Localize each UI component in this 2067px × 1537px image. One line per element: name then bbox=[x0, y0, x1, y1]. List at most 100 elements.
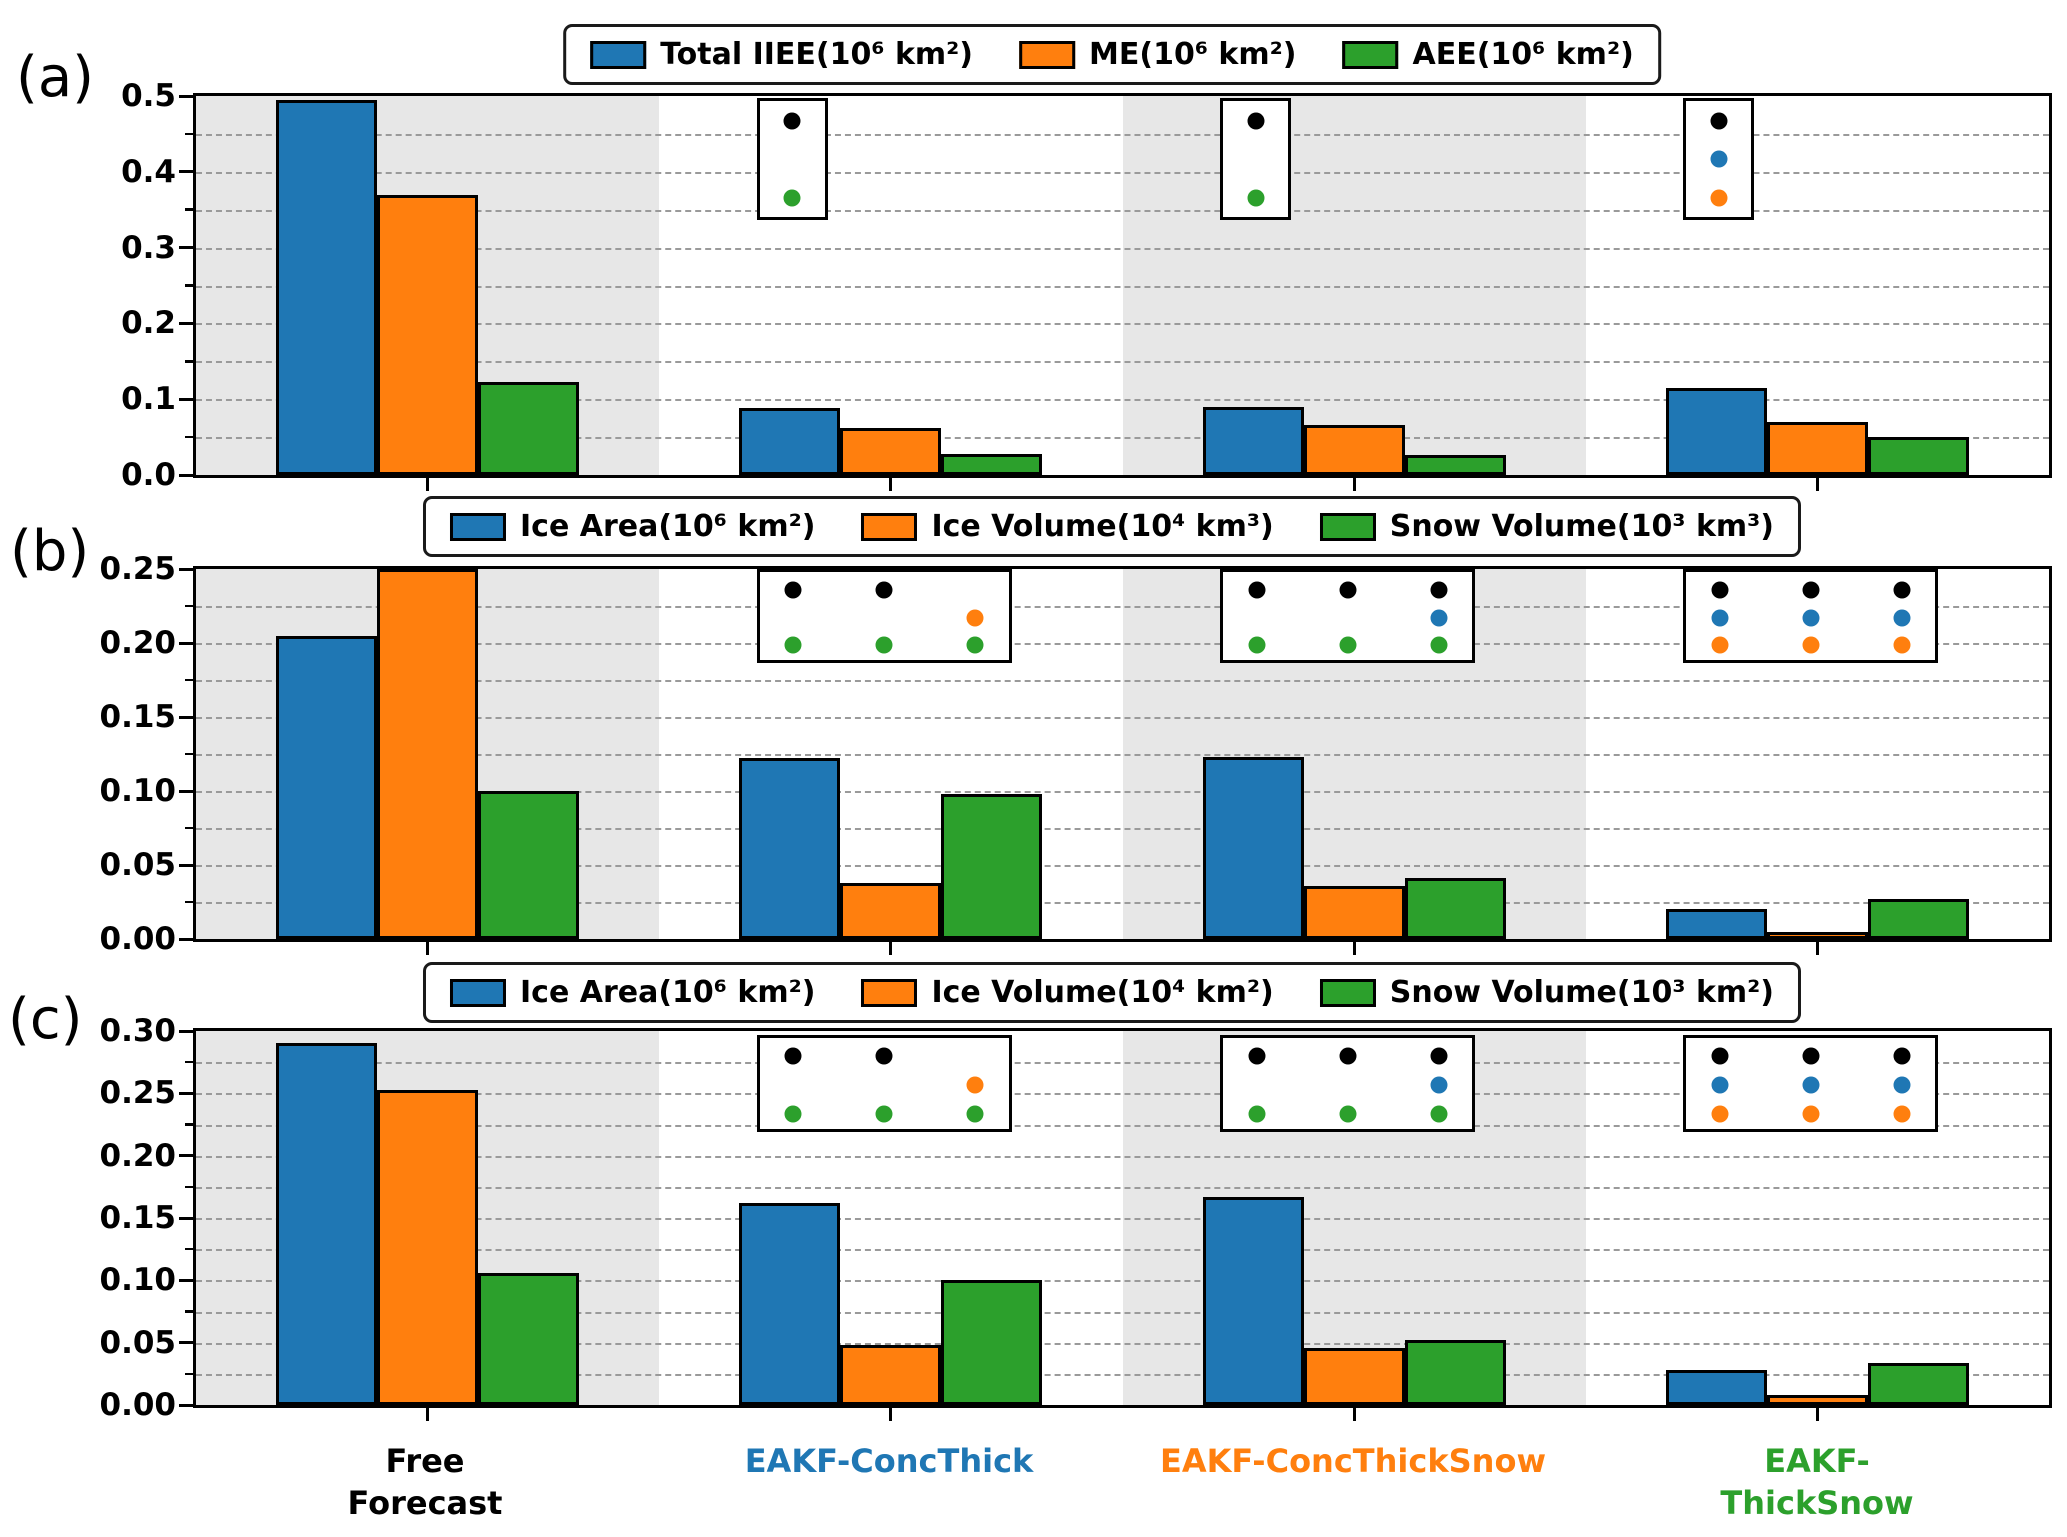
gridline bbox=[196, 828, 2049, 830]
x-label-eakf-concthick: EAKF-ConcThick bbox=[744, 1442, 1034, 1480]
orange-significance-dot bbox=[1802, 636, 1820, 654]
blue-significance-dot bbox=[1711, 609, 1729, 627]
legend-entry: AEE(10⁶ km²) bbox=[1342, 37, 1634, 72]
gridline bbox=[196, 1373, 2049, 1376]
x-tick bbox=[889, 942, 893, 955]
orange-significance-dot bbox=[1711, 1105, 1729, 1123]
gridline bbox=[196, 791, 2049, 793]
legend-swatch bbox=[590, 40, 647, 69]
gridline bbox=[196, 247, 2049, 250]
green-significance-dot bbox=[783, 189, 801, 207]
legend-panel-b: Ice Area(10⁶ km²) Ice Volume(10⁴ km³) Snow… bbox=[422, 496, 1802, 557]
y-tick-label: 0.2 bbox=[121, 305, 176, 342]
panel-letter-a: (a) bbox=[16, 45, 95, 110]
x-tick bbox=[1352, 1408, 1356, 1421]
y-minor-tick bbox=[185, 1185, 193, 1189]
y-major-tick bbox=[179, 246, 193, 250]
legend-entry: Total IIEE(10⁶ km²) bbox=[590, 37, 973, 72]
black-significance-dot bbox=[783, 112, 801, 130]
gridline bbox=[196, 209, 2049, 212]
x-tick bbox=[426, 942, 430, 955]
bar-free-forecast-1 bbox=[377, 1089, 479, 1405]
black-significance-dot bbox=[1893, 1047, 1911, 1065]
y-tick-label: 0.20 bbox=[99, 625, 177, 661]
gridline bbox=[196, 1093, 2049, 1096]
legend-entry: ME(10⁶ km²) bbox=[1019, 37, 1296, 72]
y-minor-tick bbox=[185, 360, 193, 363]
legend-panel-c: Ice Area(10⁶ km²) Ice Volume(10⁴ km²) Snow… bbox=[422, 962, 1802, 1023]
legend-swatch bbox=[1342, 40, 1399, 69]
legend-swatch bbox=[1019, 40, 1076, 69]
legend-label: Ice Volume(10⁴ km²) bbox=[931, 975, 1274, 1010]
gridline bbox=[196, 1218, 2049, 1220]
legend-label: Ice Area(10⁶ km²) bbox=[519, 509, 816, 544]
legend-entry: Ice Area(10⁶ km²) bbox=[449, 975, 815, 1010]
gridline bbox=[196, 606, 2049, 608]
significance-inset-box bbox=[1683, 98, 1755, 220]
gridline bbox=[196, 1155, 2049, 1158]
y-minor-tick bbox=[185, 435, 193, 439]
bar-eakf-concthicksnow-0 bbox=[1202, 1196, 1304, 1405]
significance-inset-box bbox=[756, 569, 1012, 663]
black-significance-dot bbox=[875, 1047, 893, 1065]
y-tick-label: 0.25 bbox=[99, 1075, 177, 1112]
bar-free-forecast-0 bbox=[276, 1043, 378, 1405]
bar-eakf-thicksnow-0 bbox=[1665, 1370, 1767, 1405]
y-minor-tick bbox=[185, 826, 193, 830]
black-significance-dot bbox=[1802, 581, 1820, 599]
y-minor-tick bbox=[185, 1060, 193, 1064]
green-significance-dot bbox=[875, 1105, 893, 1123]
x-tick bbox=[1815, 1408, 1819, 1421]
green-significance-dot bbox=[1248, 1105, 1266, 1123]
orange-significance-dot bbox=[1893, 1105, 1911, 1123]
legend-swatch bbox=[449, 978, 506, 1007]
green-significance-dot bbox=[1248, 636, 1266, 654]
y-tick-label: 0.05 bbox=[99, 1324, 177, 1361]
bar-eakf-concthick-0 bbox=[739, 408, 841, 475]
y-tick-label: 0.00 bbox=[99, 921, 177, 957]
y-tick-label: 0.10 bbox=[99, 773, 177, 809]
black-significance-dot bbox=[1893, 581, 1911, 599]
y-minor-tick bbox=[185, 752, 193, 756]
green-significance-dot bbox=[1339, 636, 1357, 654]
gridline bbox=[196, 1249, 2049, 1252]
blue-significance-dot bbox=[1893, 609, 1911, 627]
bar-free-forecast-1 bbox=[377, 569, 479, 939]
y-major-tick bbox=[179, 397, 193, 401]
green-significance-dot bbox=[1430, 636, 1447, 654]
gridline bbox=[196, 1311, 2049, 1314]
x-label-free-forecast: Free Forecast bbox=[347, 1442, 503, 1522]
bar-eakf-thicksnow-2 bbox=[1867, 437, 1969, 475]
y-major-tick bbox=[179, 863, 193, 867]
gridline bbox=[196, 171, 2049, 174]
legend-label: Snow Volume(10³ km²) bbox=[1389, 975, 1775, 1010]
panel-b-plot bbox=[193, 566, 2052, 942]
blue-significance-dot bbox=[1802, 609, 1820, 627]
bar-eakf-concthick-2 bbox=[941, 1280, 1043, 1405]
gridline bbox=[196, 285, 2049, 288]
y-major-tick bbox=[179, 94, 193, 98]
y-tick-label: 0.25 bbox=[99, 551, 177, 587]
green-significance-dot bbox=[1247, 189, 1265, 207]
y-major-tick bbox=[179, 170, 193, 174]
orange-significance-dot bbox=[1710, 189, 1728, 207]
black-significance-dot bbox=[1339, 581, 1357, 599]
bar-eakf-thicksnow-1 bbox=[1766, 931, 1868, 939]
bar-eakf-concthick-0 bbox=[739, 758, 841, 939]
blue-significance-dot bbox=[1893, 1076, 1911, 1094]
y-tick-label: 0.5 bbox=[121, 78, 176, 114]
y-minor-tick bbox=[185, 132, 193, 136]
gridline bbox=[196, 865, 2049, 867]
gridline bbox=[196, 323, 2049, 326]
legend-entry: Snow Volume(10³ km³) bbox=[1319, 509, 1774, 544]
bar-eakf-thicksnow-2 bbox=[1867, 899, 1969, 939]
gridline bbox=[196, 1342, 2049, 1345]
black-significance-dot bbox=[1710, 112, 1728, 130]
bar-eakf-concthick-2 bbox=[941, 453, 1043, 475]
gridline bbox=[196, 643, 2049, 645]
y-major-tick bbox=[179, 1091, 193, 1095]
blue-significance-dot bbox=[1711, 1076, 1729, 1094]
gridline bbox=[196, 1280, 2049, 1283]
x-tick bbox=[426, 1408, 430, 1421]
bar-eakf-concthicksnow-0 bbox=[1202, 406, 1304, 475]
